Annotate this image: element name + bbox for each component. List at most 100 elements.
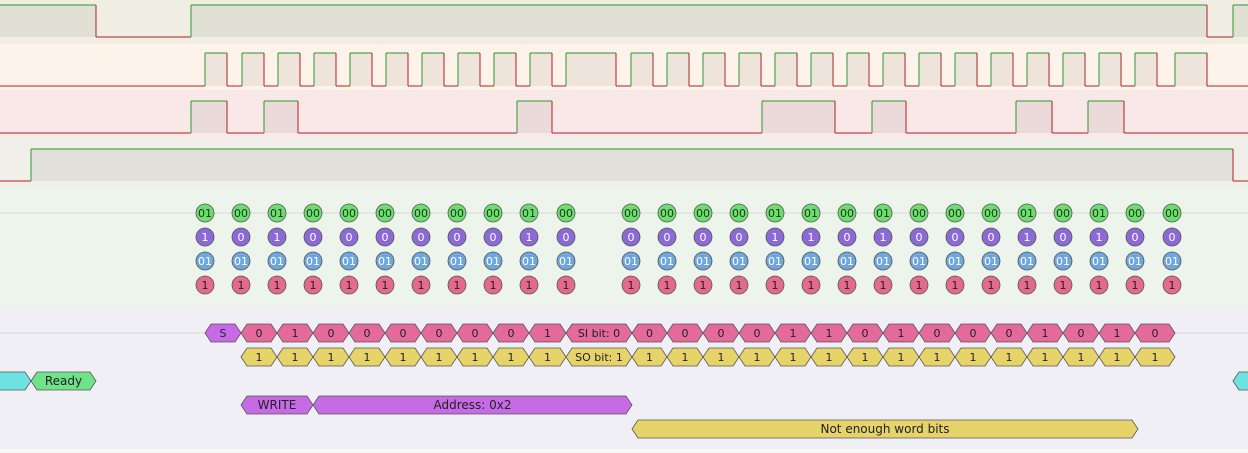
state-box-left[interactable] — [0, 371, 32, 391]
bit-circle-b[interactable]: 0 — [1162, 227, 1182, 247]
si-bit-box[interactable]: 0 — [666, 323, 704, 343]
bit-circle-c[interactable]: 01 — [375, 251, 395, 271]
bit-circle-d[interactable]: 1 — [729, 275, 749, 295]
si-bit-box[interactable]: 0 — [420, 323, 458, 343]
bit-circle-b[interactable]: 0 — [483, 227, 503, 247]
bit-circle-c[interactable]: 01 — [556, 251, 576, 271]
signal-lane-2[interactable] — [0, 52, 1248, 87]
bit-circle-a[interactable]: 00 — [657, 203, 677, 223]
bit-circle-a[interactable]: 00 — [837, 203, 857, 223]
bit-circle-d[interactable]: 1 — [519, 275, 539, 295]
si-bit-box[interactable]: 0 — [492, 323, 530, 343]
so-bit-box[interactable]: 1 — [1062, 347, 1100, 367]
bit-circle-a[interactable]: 00 — [339, 203, 359, 223]
so-bit-box[interactable]: 1 — [810, 347, 848, 367]
bit-circle-a[interactable]: 00 — [1125, 203, 1145, 223]
bit-circle-a[interactable]: 00 — [447, 203, 467, 223]
so-bit-box[interactable]: 1 — [456, 347, 494, 367]
bit-circle-d[interactable]: 1 — [231, 275, 251, 295]
bit-circle-b[interactable]: 0 — [945, 227, 965, 247]
bit-circle-a[interactable]: 01 — [267, 203, 287, 223]
so-bit-box[interactable]: 1 — [702, 347, 740, 367]
write-command-box[interactable]: WRITE — [240, 395, 314, 415]
so-bit-box[interactable]: 1 — [348, 347, 386, 367]
bit-circle-c[interactable]: 01 — [1162, 251, 1182, 271]
so-bit-box[interactable]: 1 — [420, 347, 458, 367]
bit-circle-b[interactable]: 0 — [231, 227, 251, 247]
bit-circle-a[interactable]: 00 — [375, 203, 395, 223]
start-condition-box[interactable]: S — [204, 323, 242, 343]
si-bit-box[interactable]: 1 — [774, 323, 812, 343]
bit-circle-c[interactable]: 01 — [765, 251, 785, 271]
so-bit-box[interactable]: 1 — [384, 347, 422, 367]
si-bit-box[interactable]: 1 — [276, 323, 314, 343]
bit-circle-a[interactable]: 00 — [411, 203, 431, 223]
bit-circle-d[interactable]: 1 — [195, 275, 215, 295]
bit-circle-c[interactable]: 01 — [909, 251, 929, 271]
so-bit-box[interactable]: 1 — [666, 347, 704, 367]
word-warning-box[interactable]: Not enough word bits — [631, 419, 1139, 439]
bit-circle-c[interactable]: 01 — [657, 251, 677, 271]
bit-circle-b[interactable]: 0 — [981, 227, 1001, 247]
bit-circle-d[interactable]: 1 — [1053, 275, 1073, 295]
bit-circle-d[interactable]: 1 — [873, 275, 893, 295]
si-bit-box[interactable]: 0 — [846, 323, 884, 343]
si-bit-box[interactable]: 0 — [702, 323, 740, 343]
bit-circle-a[interactable]: 01 — [1017, 203, 1037, 223]
bit-circle-b[interactable]: 0 — [411, 227, 431, 247]
bit-circle-b[interactable]: 0 — [693, 227, 713, 247]
so-bit-box[interactable]: 1 — [240, 347, 278, 367]
bit-circle-c[interactable]: 01 — [483, 251, 503, 271]
bit-circle-c[interactable]: 01 — [231, 251, 251, 271]
bit-circle-b[interactable]: 0 — [339, 227, 359, 247]
bit-circle-d[interactable]: 1 — [693, 275, 713, 295]
so-bit-box[interactable]: 1 — [312, 347, 350, 367]
bit-circle-a[interactable]: 00 — [945, 203, 965, 223]
bit-circle-c[interactable]: 01 — [945, 251, 965, 271]
bit-circle-c[interactable]: 01 — [411, 251, 431, 271]
bit-circle-d[interactable]: 1 — [556, 275, 576, 295]
bit-circle-a[interactable]: 00 — [303, 203, 323, 223]
bit-circle-c[interactable]: 01 — [837, 251, 857, 271]
bit-circle-d[interactable]: 1 — [1089, 275, 1109, 295]
bit-circle-c[interactable]: 01 — [1125, 251, 1145, 271]
si-bit-box[interactable]: 0 — [1062, 323, 1100, 343]
bit-circle-d[interactable]: 1 — [267, 275, 287, 295]
bit-circle-c[interactable]: 01 — [801, 251, 821, 271]
bit-circle-a[interactable]: 00 — [981, 203, 1001, 223]
bit-circle-a[interactable]: 00 — [1053, 203, 1073, 223]
si-bit-box[interactable]: 0 — [384, 323, 422, 343]
ready-state-box[interactable]: Ready — [30, 371, 97, 391]
bit-circle-c[interactable]: 01 — [1017, 251, 1037, 271]
si-bit-box[interactable]: 0 — [240, 323, 278, 343]
bit-circle-c[interactable]: 01 — [1089, 251, 1109, 271]
bit-circle-b[interactable]: 0 — [447, 227, 467, 247]
si-bit-box[interactable]: 0 — [990, 323, 1028, 343]
bit-circle-c[interactable]: 01 — [267, 251, 287, 271]
bit-circle-b[interactable]: 0 — [375, 227, 395, 247]
bit-circle-d[interactable]: 1 — [909, 275, 929, 295]
si-bit-box[interactable]: 0 — [954, 323, 992, 343]
signal-lane-1[interactable] — [0, 4, 1248, 38]
bit-circle-b[interactable]: 1 — [765, 227, 785, 247]
bit-circle-d[interactable]: 1 — [339, 275, 359, 295]
bit-circle-a[interactable]: 01 — [1089, 203, 1109, 223]
address-box[interactable]: Address: 0x2 — [312, 395, 633, 415]
bit-circle-a[interactable]: 00 — [621, 203, 641, 223]
bit-circle-d[interactable]: 1 — [1162, 275, 1182, 295]
bit-circle-b[interactable]: 1 — [267, 227, 287, 247]
signal-lane-4[interactable] — [0, 148, 1248, 182]
so-bit-box[interactable]: 1 — [846, 347, 884, 367]
bit-circle-b[interactable]: 1 — [519, 227, 539, 247]
bit-circle-d[interactable]: 1 — [483, 275, 503, 295]
bit-circle-b[interactable]: 0 — [909, 227, 929, 247]
si-bit-box[interactable]: 0 — [631, 323, 668, 343]
so-bit-box[interactable]: 1 — [1098, 347, 1136, 367]
bit-circle-c[interactable]: 01 — [981, 251, 1001, 271]
so-bit-box[interactable]: 1 — [738, 347, 776, 367]
so-bit-box[interactable]: 1 — [954, 347, 992, 367]
si-bit-box[interactable]: 0 — [312, 323, 350, 343]
bit-circle-a[interactable]: 01 — [801, 203, 821, 223]
bit-circle-c[interactable]: 01 — [195, 251, 215, 271]
